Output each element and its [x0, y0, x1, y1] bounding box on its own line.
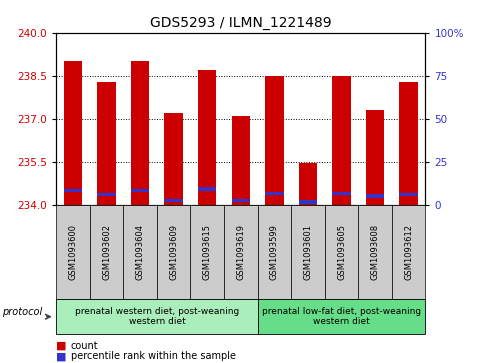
Bar — [264, 76, 283, 205]
Bar — [264, 192, 283, 195]
Title: GDS5293 / ILMN_1221489: GDS5293 / ILMN_1221489 — [150, 16, 331, 30]
Text: GSM1093604: GSM1093604 — [135, 224, 144, 280]
Bar — [164, 199, 183, 202]
Text: GSM1093619: GSM1093619 — [236, 224, 245, 280]
Bar — [365, 195, 384, 198]
Bar — [131, 61, 149, 205]
Bar — [399, 193, 417, 196]
Bar — [231, 116, 249, 205]
Text: count: count — [71, 340, 98, 351]
Text: ■: ■ — [56, 340, 66, 351]
Bar — [298, 200, 317, 204]
Bar — [97, 82, 116, 205]
Bar — [97, 193, 116, 196]
Text: GSM1093609: GSM1093609 — [169, 224, 178, 280]
Bar — [399, 82, 417, 205]
Text: GSM1093600: GSM1093600 — [68, 224, 78, 280]
Bar — [164, 113, 183, 205]
Bar — [131, 189, 149, 192]
Bar — [332, 192, 350, 195]
Bar — [198, 70, 216, 205]
Bar — [298, 163, 317, 205]
Text: prenatal western diet, post-weaning
western diet: prenatal western diet, post-weaning west… — [75, 307, 239, 326]
Text: GSM1093615: GSM1093615 — [203, 224, 211, 280]
Bar — [63, 61, 82, 205]
Text: GSM1093602: GSM1093602 — [102, 224, 111, 280]
Text: protocol: protocol — [2, 307, 42, 317]
Bar — [231, 199, 249, 202]
Text: GSM1093608: GSM1093608 — [370, 224, 379, 280]
Bar — [198, 187, 216, 191]
Text: prenatal low-fat diet, post-weaning
western diet: prenatal low-fat diet, post-weaning west… — [262, 307, 420, 326]
Text: GSM1093599: GSM1093599 — [269, 224, 278, 280]
Bar — [63, 189, 82, 192]
Text: GSM1093601: GSM1093601 — [303, 224, 312, 280]
Text: percentile rank within the sample: percentile rank within the sample — [71, 351, 235, 362]
Text: ■: ■ — [56, 351, 66, 362]
Text: GSM1093612: GSM1093612 — [403, 224, 412, 280]
Bar — [365, 110, 384, 205]
Text: GSM1093605: GSM1093605 — [336, 224, 346, 280]
Bar — [332, 76, 350, 205]
